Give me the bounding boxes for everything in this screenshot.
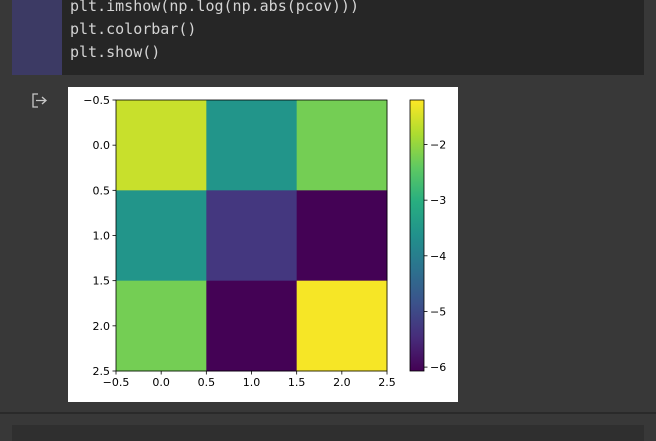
y-tick-label: 1.5 bbox=[93, 275, 111, 288]
heatmap-cell bbox=[116, 190, 207, 282]
x-tick-label: 2.5 bbox=[378, 376, 396, 389]
colorbar-tick-label: −6 bbox=[430, 361, 446, 374]
y-tick-label: 0.5 bbox=[93, 184, 111, 197]
heatmap-cell bbox=[206, 280, 298, 372]
y-tick-label: 2.0 bbox=[93, 320, 111, 333]
heatmap-cell bbox=[206, 100, 298, 191]
y-tick-label: 0.0 bbox=[93, 139, 111, 152]
colorbar-tick-label: −2 bbox=[430, 139, 446, 152]
colorbar-tick-label: −3 bbox=[430, 194, 446, 207]
heatmap-cell bbox=[206, 190, 298, 282]
x-tick-label: 1.0 bbox=[243, 376, 261, 389]
next-cell[interactable] bbox=[12, 425, 644, 441]
colorbar-tick-label: −4 bbox=[430, 250, 446, 263]
x-tick-label: −0.5 bbox=[103, 376, 130, 389]
code-editor[interactable] bbox=[62, 0, 644, 75]
cell-marker bbox=[12, 0, 62, 75]
heatmap-cell bbox=[296, 280, 388, 372]
heatmap-cell bbox=[116, 100, 207, 191]
x-tick-label: 2.0 bbox=[333, 376, 351, 389]
heatmap-cell bbox=[116, 280, 207, 372]
x-tick-label: 0.5 bbox=[198, 376, 216, 389]
code-line: plt.imshow(np.log(np.abs(pcov))) bbox=[70, 0, 359, 15]
output-icon[interactable] bbox=[32, 93, 47, 108]
y-tick-label: 2.5 bbox=[93, 365, 111, 378]
y-tick-label: −0.5 bbox=[83, 94, 110, 107]
colorbar bbox=[409, 99, 425, 372]
x-tick-label: 1.5 bbox=[288, 376, 306, 389]
x-tick-label: 0.0 bbox=[152, 376, 170, 389]
code-line: plt.colorbar() bbox=[70, 20, 196, 38]
y-tick-label: 1.0 bbox=[93, 230, 111, 243]
colorbar-tick-label: −5 bbox=[430, 305, 446, 318]
heatmap-cell bbox=[296, 190, 388, 282]
code-line: plt.show() bbox=[70, 43, 160, 61]
heatmap-cell bbox=[296, 100, 388, 191]
